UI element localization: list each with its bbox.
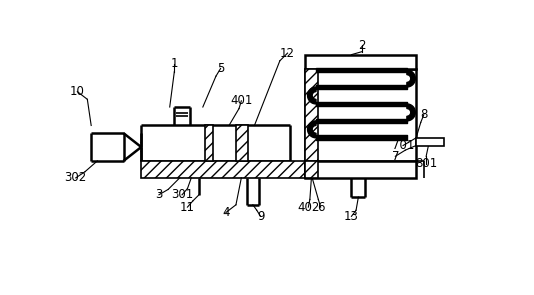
Text: 302: 302 [65,171,87,184]
Bar [416,138,444,145]
Text: 701: 701 [392,139,414,152]
Text: 2: 2 [358,39,366,52]
Bar [305,161,416,178]
Polygon shape [407,104,415,121]
Bar [141,161,305,178]
Text: 5: 5 [217,62,224,75]
Text: 3: 3 [155,188,163,201]
Text: 4: 4 [222,206,230,219]
Text: 10: 10 [70,85,85,98]
Polygon shape [308,121,316,138]
Bar [305,68,416,161]
Polygon shape [308,87,316,104]
Polygon shape [407,70,415,87]
Text: 12: 12 [280,47,295,60]
Text: 9: 9 [257,210,264,223]
Text: 801: 801 [415,158,437,171]
Text: 1: 1 [170,58,178,71]
Text: 7: 7 [391,150,399,163]
Bar [205,125,213,161]
Text: 301: 301 [171,188,193,201]
Bar [236,125,248,161]
Text: 8: 8 [420,108,428,121]
Bar [305,55,416,68]
Text: 6: 6 [317,201,324,214]
Text: 401: 401 [230,94,253,107]
Bar [305,68,318,161]
Text: 11: 11 [180,201,195,214]
Text: 402: 402 [297,201,319,214]
Bar [305,161,318,178]
Text: 13: 13 [344,210,359,223]
